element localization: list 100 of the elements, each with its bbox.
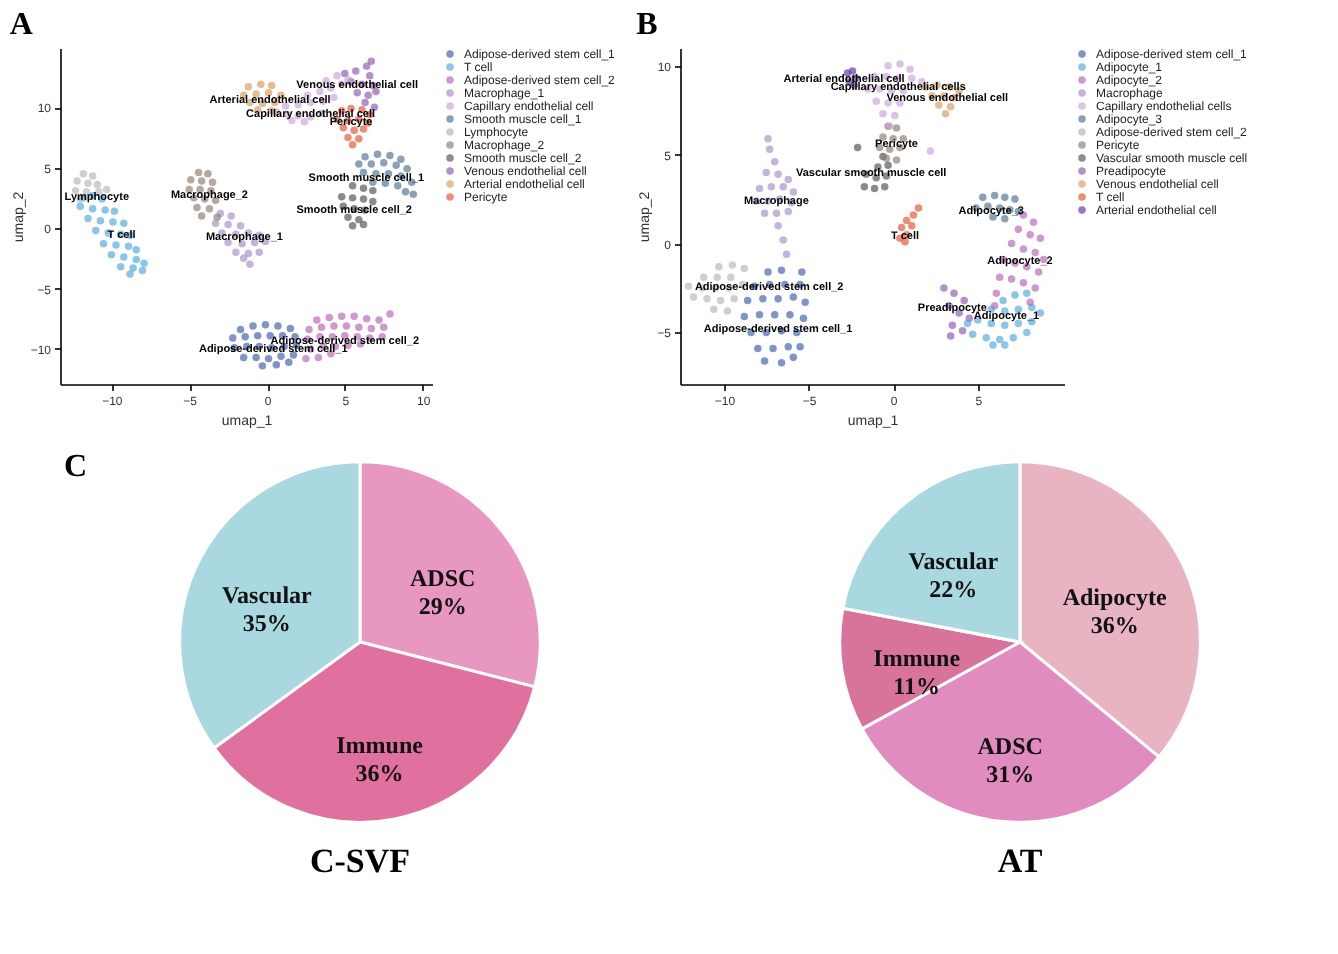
point bbox=[796, 342, 804, 351]
point bbox=[979, 193, 987, 202]
point bbox=[760, 357, 769, 365]
point bbox=[926, 147, 935, 155]
point bbox=[870, 184, 879, 193]
point bbox=[853, 143, 862, 152]
point bbox=[344, 133, 352, 142]
point bbox=[366, 72, 374, 80]
point bbox=[723, 307, 732, 315]
point bbox=[341, 69, 349, 78]
point bbox=[1026, 230, 1034, 239]
point bbox=[774, 222, 782, 230]
point bbox=[743, 296, 752, 305]
point bbox=[257, 80, 265, 88]
point bbox=[120, 253, 128, 261]
slice-label: Adipocyte bbox=[1062, 583, 1168, 612]
point bbox=[789, 353, 798, 362]
slice-label: ADSC bbox=[409, 563, 476, 592]
data-label: 36% bbox=[1090, 611, 1139, 640]
point bbox=[124, 242, 133, 250]
point bbox=[779, 236, 787, 244]
point bbox=[941, 110, 950, 118]
point bbox=[353, 88, 362, 97]
point bbox=[126, 270, 134, 278]
data-label: 22% bbox=[929, 575, 978, 604]
point bbox=[246, 260, 254, 269]
point bbox=[1011, 291, 1019, 299]
point bbox=[884, 62, 892, 70]
point bbox=[784, 342, 793, 351]
point bbox=[330, 322, 338, 330]
point bbox=[759, 294, 767, 303]
point bbox=[286, 324, 295, 333]
point bbox=[241, 333, 249, 341]
point bbox=[187, 176, 195, 184]
point bbox=[1034, 268, 1043, 276]
point bbox=[1009, 334, 1017, 342]
point bbox=[728, 261, 737, 269]
point bbox=[317, 323, 326, 331]
point bbox=[84, 179, 92, 188]
point bbox=[769, 344, 777, 353]
point bbox=[359, 184, 368, 192]
point bbox=[777, 266, 786, 274]
point bbox=[999, 296, 1007, 305]
point bbox=[96, 217, 105, 225]
point bbox=[355, 134, 363, 143]
point bbox=[367, 324, 376, 333]
point bbox=[774, 294, 782, 303]
point bbox=[689, 293, 698, 301]
point bbox=[767, 182, 776, 191]
point bbox=[995, 273, 1004, 282]
point bbox=[361, 153, 369, 161]
point bbox=[232, 248, 240, 256]
point bbox=[337, 192, 346, 201]
point bbox=[386, 310, 394, 318]
point bbox=[784, 207, 793, 216]
point bbox=[716, 296, 725, 305]
point bbox=[784, 175, 793, 184]
point bbox=[369, 186, 377, 195]
point bbox=[359, 220, 368, 229]
point bbox=[355, 160, 363, 168]
point bbox=[703, 294, 711, 303]
point bbox=[872, 97, 880, 106]
point bbox=[892, 156, 901, 164]
point bbox=[380, 323, 388, 331]
point bbox=[236, 325, 245, 334]
data-label: 36% bbox=[355, 758, 404, 787]
point bbox=[777, 358, 786, 367]
point bbox=[79, 169, 88, 178]
point bbox=[754, 344, 762, 353]
point bbox=[208, 178, 217, 186]
point bbox=[255, 248, 263, 256]
point bbox=[367, 57, 376, 66]
point bbox=[946, 102, 955, 111]
point bbox=[375, 316, 383, 324]
point bbox=[982, 334, 990, 342]
point bbox=[88, 172, 97, 180]
point bbox=[1001, 193, 1009, 202]
data-label: 35% bbox=[242, 608, 291, 637]
point bbox=[948, 321, 957, 330]
point bbox=[897, 223, 906, 232]
point bbox=[755, 184, 764, 193]
point bbox=[392, 161, 400, 169]
point bbox=[968, 330, 977, 338]
point bbox=[908, 222, 916, 230]
point bbox=[285, 358, 293, 366]
text: C-SVF bbox=[309, 842, 411, 880]
point bbox=[348, 194, 357, 202]
point bbox=[302, 354, 310, 363]
point bbox=[373, 150, 382, 159]
point bbox=[107, 250, 116, 259]
point bbox=[211, 219, 220, 227]
point bbox=[770, 310, 779, 319]
point bbox=[305, 325, 313, 334]
point bbox=[348, 221, 357, 230]
point bbox=[770, 158, 779, 166]
point bbox=[891, 111, 899, 120]
point bbox=[313, 316, 321, 324]
slice-label: Vascular bbox=[221, 580, 314, 609]
point bbox=[401, 188, 410, 196]
point bbox=[348, 140, 357, 149]
